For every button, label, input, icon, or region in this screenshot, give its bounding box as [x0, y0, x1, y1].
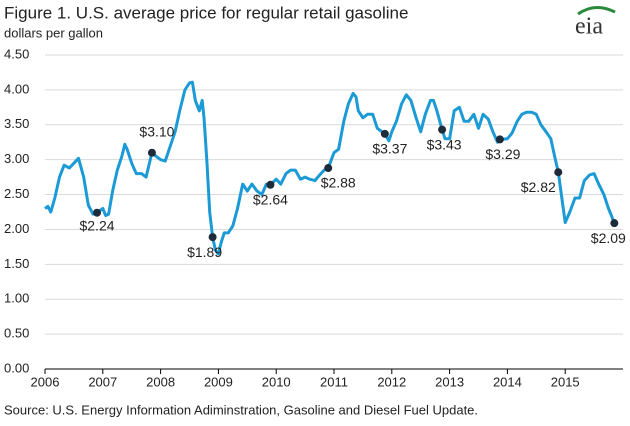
point-label: $2.64 — [253, 191, 288, 207]
x-tick-label: 2006 — [31, 374, 60, 389]
x-tick-label: 2010 — [262, 374, 291, 389]
point-marker — [93, 208, 102, 217]
x-tick-label: 2008 — [146, 374, 175, 389]
point-label: $2.24 — [79, 217, 114, 233]
x-tick-label: 2014 — [493, 374, 522, 389]
x-tick-label: 2009 — [204, 374, 233, 389]
y-tick-label: 4.00 — [4, 81, 29, 96]
point-label: $3.29 — [485, 146, 520, 162]
logo: eia — [575, 14, 603, 40]
x-tick-label: 2007 — [88, 374, 117, 389]
point-marker — [266, 180, 275, 189]
point-marker — [495, 135, 504, 144]
point-marker — [208, 233, 217, 242]
y-tick-label: 2.00 — [4, 221, 29, 236]
y-tick-label: 0.00 — [4, 360, 29, 375]
point-label: $3.10 — [139, 123, 174, 139]
x-tick-label: 2013 — [435, 374, 464, 389]
point-label: $3.37 — [372, 141, 407, 157]
point-marker — [438, 125, 447, 134]
y-tick-label: 3.00 — [4, 151, 29, 166]
price-line — [44, 80, 616, 256]
x-tick-label: 2012 — [377, 374, 406, 389]
source: Source: U.S. Energy Information Adiminst… — [4, 402, 478, 417]
logo-swoosh — [577, 6, 616, 16]
point-label: $2.88 — [321, 175, 356, 191]
y-tick-label: 3.50 — [4, 116, 29, 131]
point-marker — [610, 219, 619, 228]
point-label: $2.09 — [591, 230, 626, 246]
point-label: $2.82 — [521, 179, 556, 195]
y-tick-label: 1.00 — [4, 291, 29, 306]
chart-subtitle: dollars per gallon — [4, 25, 103, 40]
point-marker — [380, 129, 389, 138]
y-tick-label: 2.50 — [4, 186, 29, 201]
point-label: $1.89 — [187, 244, 222, 260]
x-tick-label: 2015 — [551, 374, 580, 389]
point-marker — [324, 164, 333, 173]
point-label: $3.43 — [427, 136, 462, 152]
y-tick-label: 0.50 — [4, 326, 29, 341]
point-marker — [554, 168, 563, 177]
x-tick-label: 2011 — [320, 374, 348, 389]
point-marker — [147, 148, 156, 157]
chart-title: Figure 1. U.S. average price for regular… — [4, 3, 408, 22]
y-tick-label: 4.50 — [4, 46, 29, 61]
y-tick-label: 1.50 — [4, 256, 29, 271]
